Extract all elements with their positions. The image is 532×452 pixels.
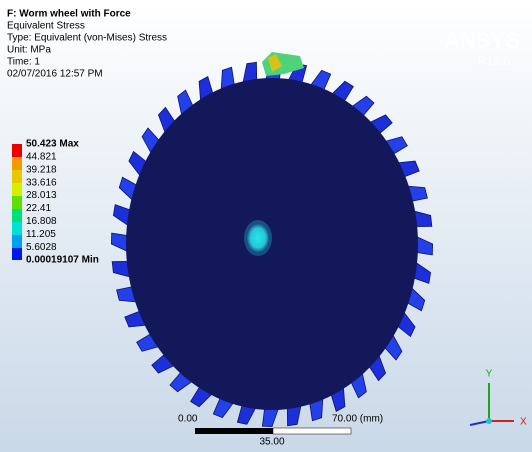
legend-swatch	[12, 157, 22, 170]
legend-label: 50.423 Max	[26, 139, 79, 150]
legend-swatch	[12, 235, 22, 248]
header-line: Unit: MPa	[7, 45, 51, 56]
legend-swatch	[12, 209, 22, 222]
legend-swatch	[12, 222, 22, 235]
legend-label: 0.00019107 Min	[26, 255, 99, 266]
legend-swatch	[12, 144, 22, 157]
legend-label: 22.41	[26, 203, 51, 214]
gear-body	[126, 78, 418, 410]
legend-label: 5.6028	[26, 242, 57, 253]
legend-label: 28.013	[26, 190, 57, 201]
result-title: F: Worm wheel with Force	[7, 9, 131, 20]
legend-swatch	[12, 170, 22, 183]
z-axis	[469, 420, 490, 426]
legend-label: 16.808	[26, 216, 57, 227]
triad-x: X	[520, 417, 527, 428]
scale-bar-black	[195, 428, 273, 434]
legend-colors	[12, 144, 22, 260]
legend-label: 39.218	[26, 164, 57, 175]
header-line: Type: Equivalent (von-Mises) Stress	[7, 33, 167, 44]
legend-label: 44.821	[26, 152, 57, 163]
scale-end: 70.00 (mm)	[332, 414, 383, 425]
logo: ANSYS	[444, 28, 520, 53]
legend-swatch	[12, 196, 22, 209]
scale-bar-white	[272, 427, 352, 435]
header-line: Equivalent Stress	[7, 21, 85, 32]
release: R15.0	[478, 54, 510, 68]
header-line: 02/07/2016 12:57 PM	[7, 69, 103, 80]
legend-label: 11.205	[26, 229, 56, 240]
stress-peak	[268, 54, 282, 72]
axis-triad: Y X	[469, 369, 527, 428]
legend-label: 33.616	[26, 177, 57, 188]
origin	[486, 418, 492, 424]
scale-middle: 35.00	[259, 437, 284, 448]
hub-stress	[247, 224, 269, 252]
legend-swatch	[12, 248, 22, 260]
header-line: Time: 1	[7, 57, 40, 68]
legend-swatch	[12, 183, 22, 196]
scale-start: 0.00	[178, 414, 198, 425]
triad-y: Y	[486, 369, 493, 380]
